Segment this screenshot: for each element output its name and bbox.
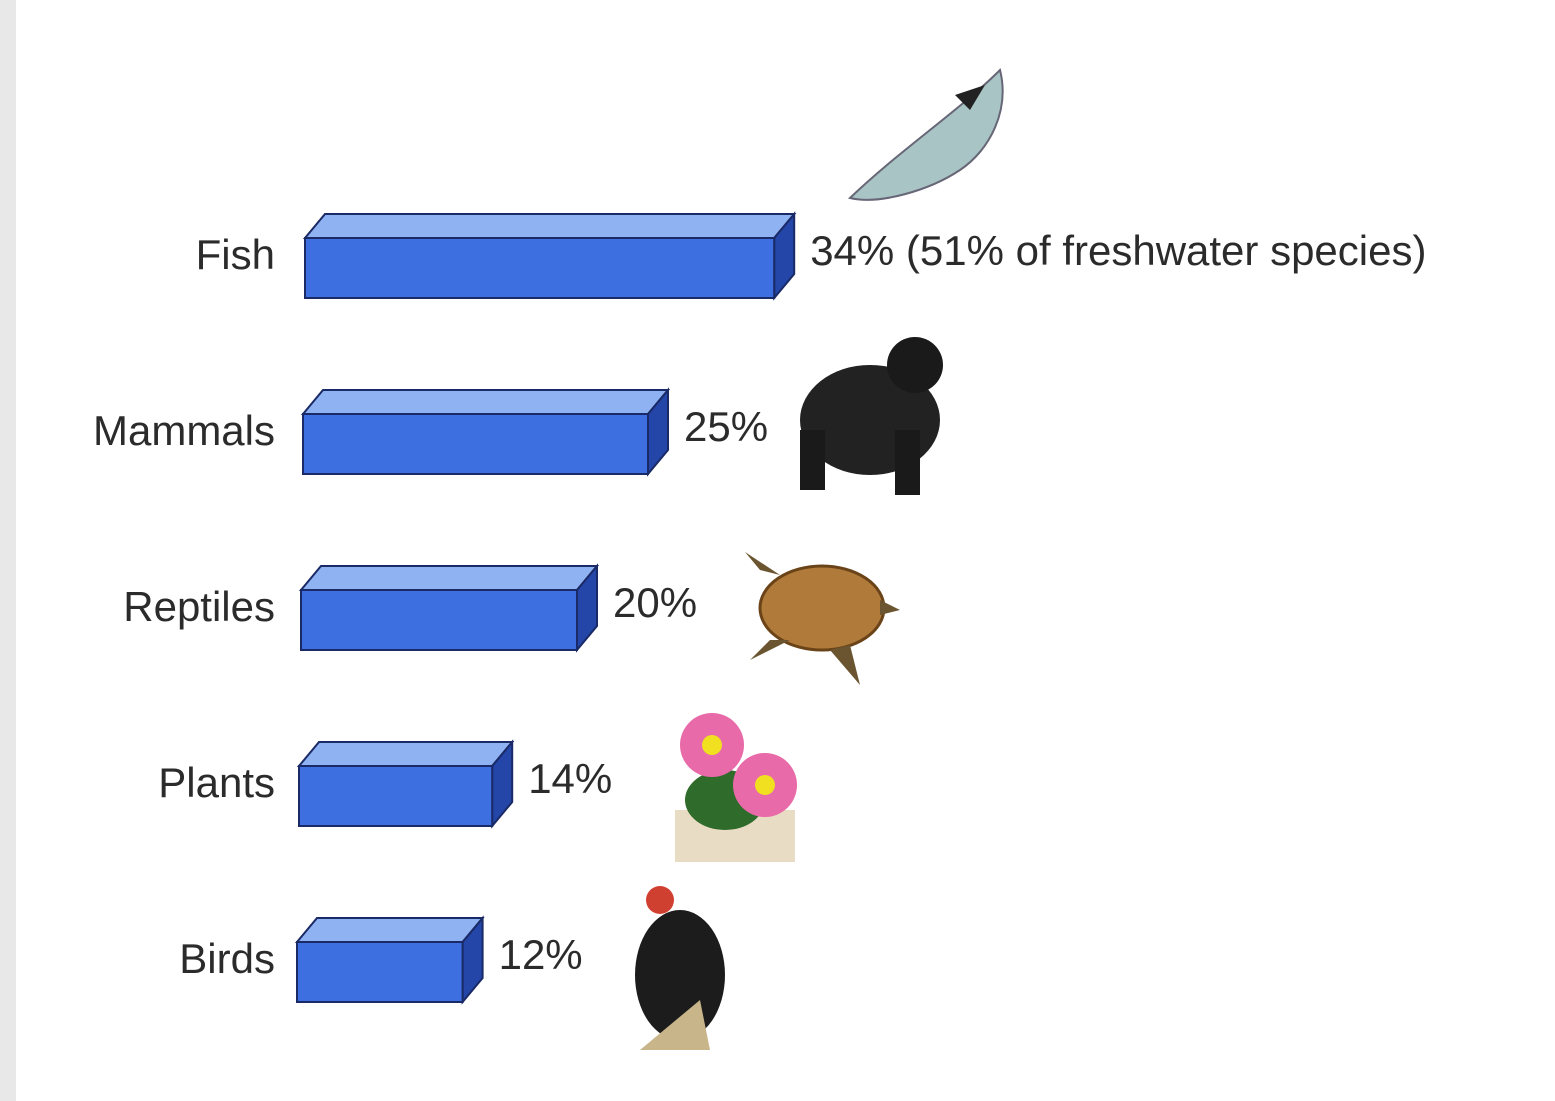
bar-top bbox=[294, 917, 485, 943]
value-label: 25% bbox=[684, 403, 768, 450]
gorilla-icon bbox=[800, 337, 943, 495]
page-edge bbox=[0, 0, 16, 1101]
bar bbox=[304, 237, 776, 299]
bar bbox=[300, 589, 578, 651]
bar-top bbox=[302, 213, 797, 239]
cactus-icon bbox=[675, 713, 797, 862]
value-label: 34% (51% of freshwater species) bbox=[810, 227, 1426, 274]
category-label: Fish bbox=[196, 231, 275, 278]
bar-top bbox=[300, 389, 671, 415]
bar bbox=[298, 765, 494, 827]
value-label: 14% bbox=[528, 755, 612, 802]
category-label: Plants bbox=[158, 759, 275, 806]
bar-top bbox=[296, 741, 515, 767]
fish-icon bbox=[847, 68, 1004, 201]
category-label: Reptiles bbox=[123, 583, 275, 630]
bar-top bbox=[298, 565, 600, 591]
category-label: Birds bbox=[179, 935, 275, 982]
category-label: Mammals bbox=[93, 407, 275, 454]
condor-icon bbox=[635, 886, 725, 1050]
bar bbox=[296, 941, 464, 1003]
value-label: 20% bbox=[613, 579, 697, 626]
value-label: 12% bbox=[499, 931, 583, 978]
turtle-icon bbox=[745, 552, 900, 685]
bar bbox=[302, 413, 649, 475]
